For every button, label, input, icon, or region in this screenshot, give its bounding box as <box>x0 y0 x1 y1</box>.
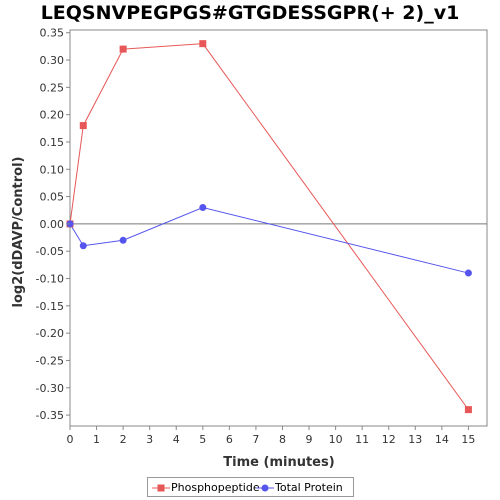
y-tick-label: -0.10 <box>36 273 64 286</box>
y-tick-label: 0.00 <box>40 218 65 231</box>
x-tick-label: 14 <box>435 433 449 446</box>
x-tick-label: 3 <box>146 433 153 446</box>
x-tick-label: 6 <box>226 433 233 446</box>
x-tick-label: 9 <box>306 433 313 446</box>
data-point-square <box>464 406 472 414</box>
data-point-square <box>199 40 207 48</box>
x-tick-label: 8 <box>279 433 286 446</box>
data-point-circle <box>119 236 127 244</box>
y-tick-label: -0.15 <box>36 300 64 313</box>
x-tick-label: 2 <box>120 433 127 446</box>
x-tick-label: 0 <box>67 433 74 446</box>
legend-label-total-protein: Total Protein <box>275 481 343 494</box>
x-tick-label: 10 <box>329 433 343 446</box>
y-tick-label: 0.30 <box>40 54 65 67</box>
y-tick-label: 0.20 <box>40 109 65 122</box>
y-tick-label: 0.15 <box>40 136 65 149</box>
y-tick-label: -0.35 <box>36 409 64 422</box>
x-tick-label: 1 <box>93 433 100 446</box>
data-point-circle <box>199 204 207 212</box>
data-point-square <box>119 45 127 53</box>
data-point-circle <box>464 269 472 277</box>
x-tick-label: 11 <box>355 433 369 446</box>
x-tick-label: 15 <box>461 433 475 446</box>
x-tick-label: 13 <box>408 433 422 446</box>
x-axis-label: Time (minutes) <box>223 455 334 470</box>
y-tick-label: -0.05 <box>36 245 64 258</box>
y-tick-label: 0.05 <box>40 191 65 204</box>
legend-item-phosphopeptide: Phosphopeptide <box>151 480 261 496</box>
legend-label-phosphopeptide: Phosphopeptide <box>171 481 260 494</box>
legend: Phosphopeptide Total Protein <box>147 477 354 497</box>
data-point-square <box>79 122 87 130</box>
y-tick-label: -0.25 <box>36 354 64 367</box>
plot-frame <box>69 29 488 427</box>
y-tick-label: -0.30 <box>36 382 64 395</box>
x-tick-label: 12 <box>382 433 396 446</box>
x-tick-label: 4 <box>173 433 180 446</box>
chart-title: LEQSNVPEGPGS#GTGDESSGPR(+ 2)_v1 <box>40 2 460 24</box>
y-tick-label: 0.25 <box>40 81 65 94</box>
y-tick-label: 0.10 <box>40 163 65 176</box>
circle-marker-icon <box>256 484 274 492</box>
y-axis-label: log2(dDAVP/Control) <box>11 157 26 308</box>
x-tick-label: 5 <box>199 433 206 446</box>
x-tick-label: 7 <box>252 433 259 446</box>
square-marker-icon <box>152 484 170 492</box>
y-tick-label: 0.35 <box>40 27 65 40</box>
data-point-circle <box>79 242 87 250</box>
legend-item-total-protein: Total Protein <box>255 480 355 496</box>
y-tick-label: -0.20 <box>36 327 64 340</box>
